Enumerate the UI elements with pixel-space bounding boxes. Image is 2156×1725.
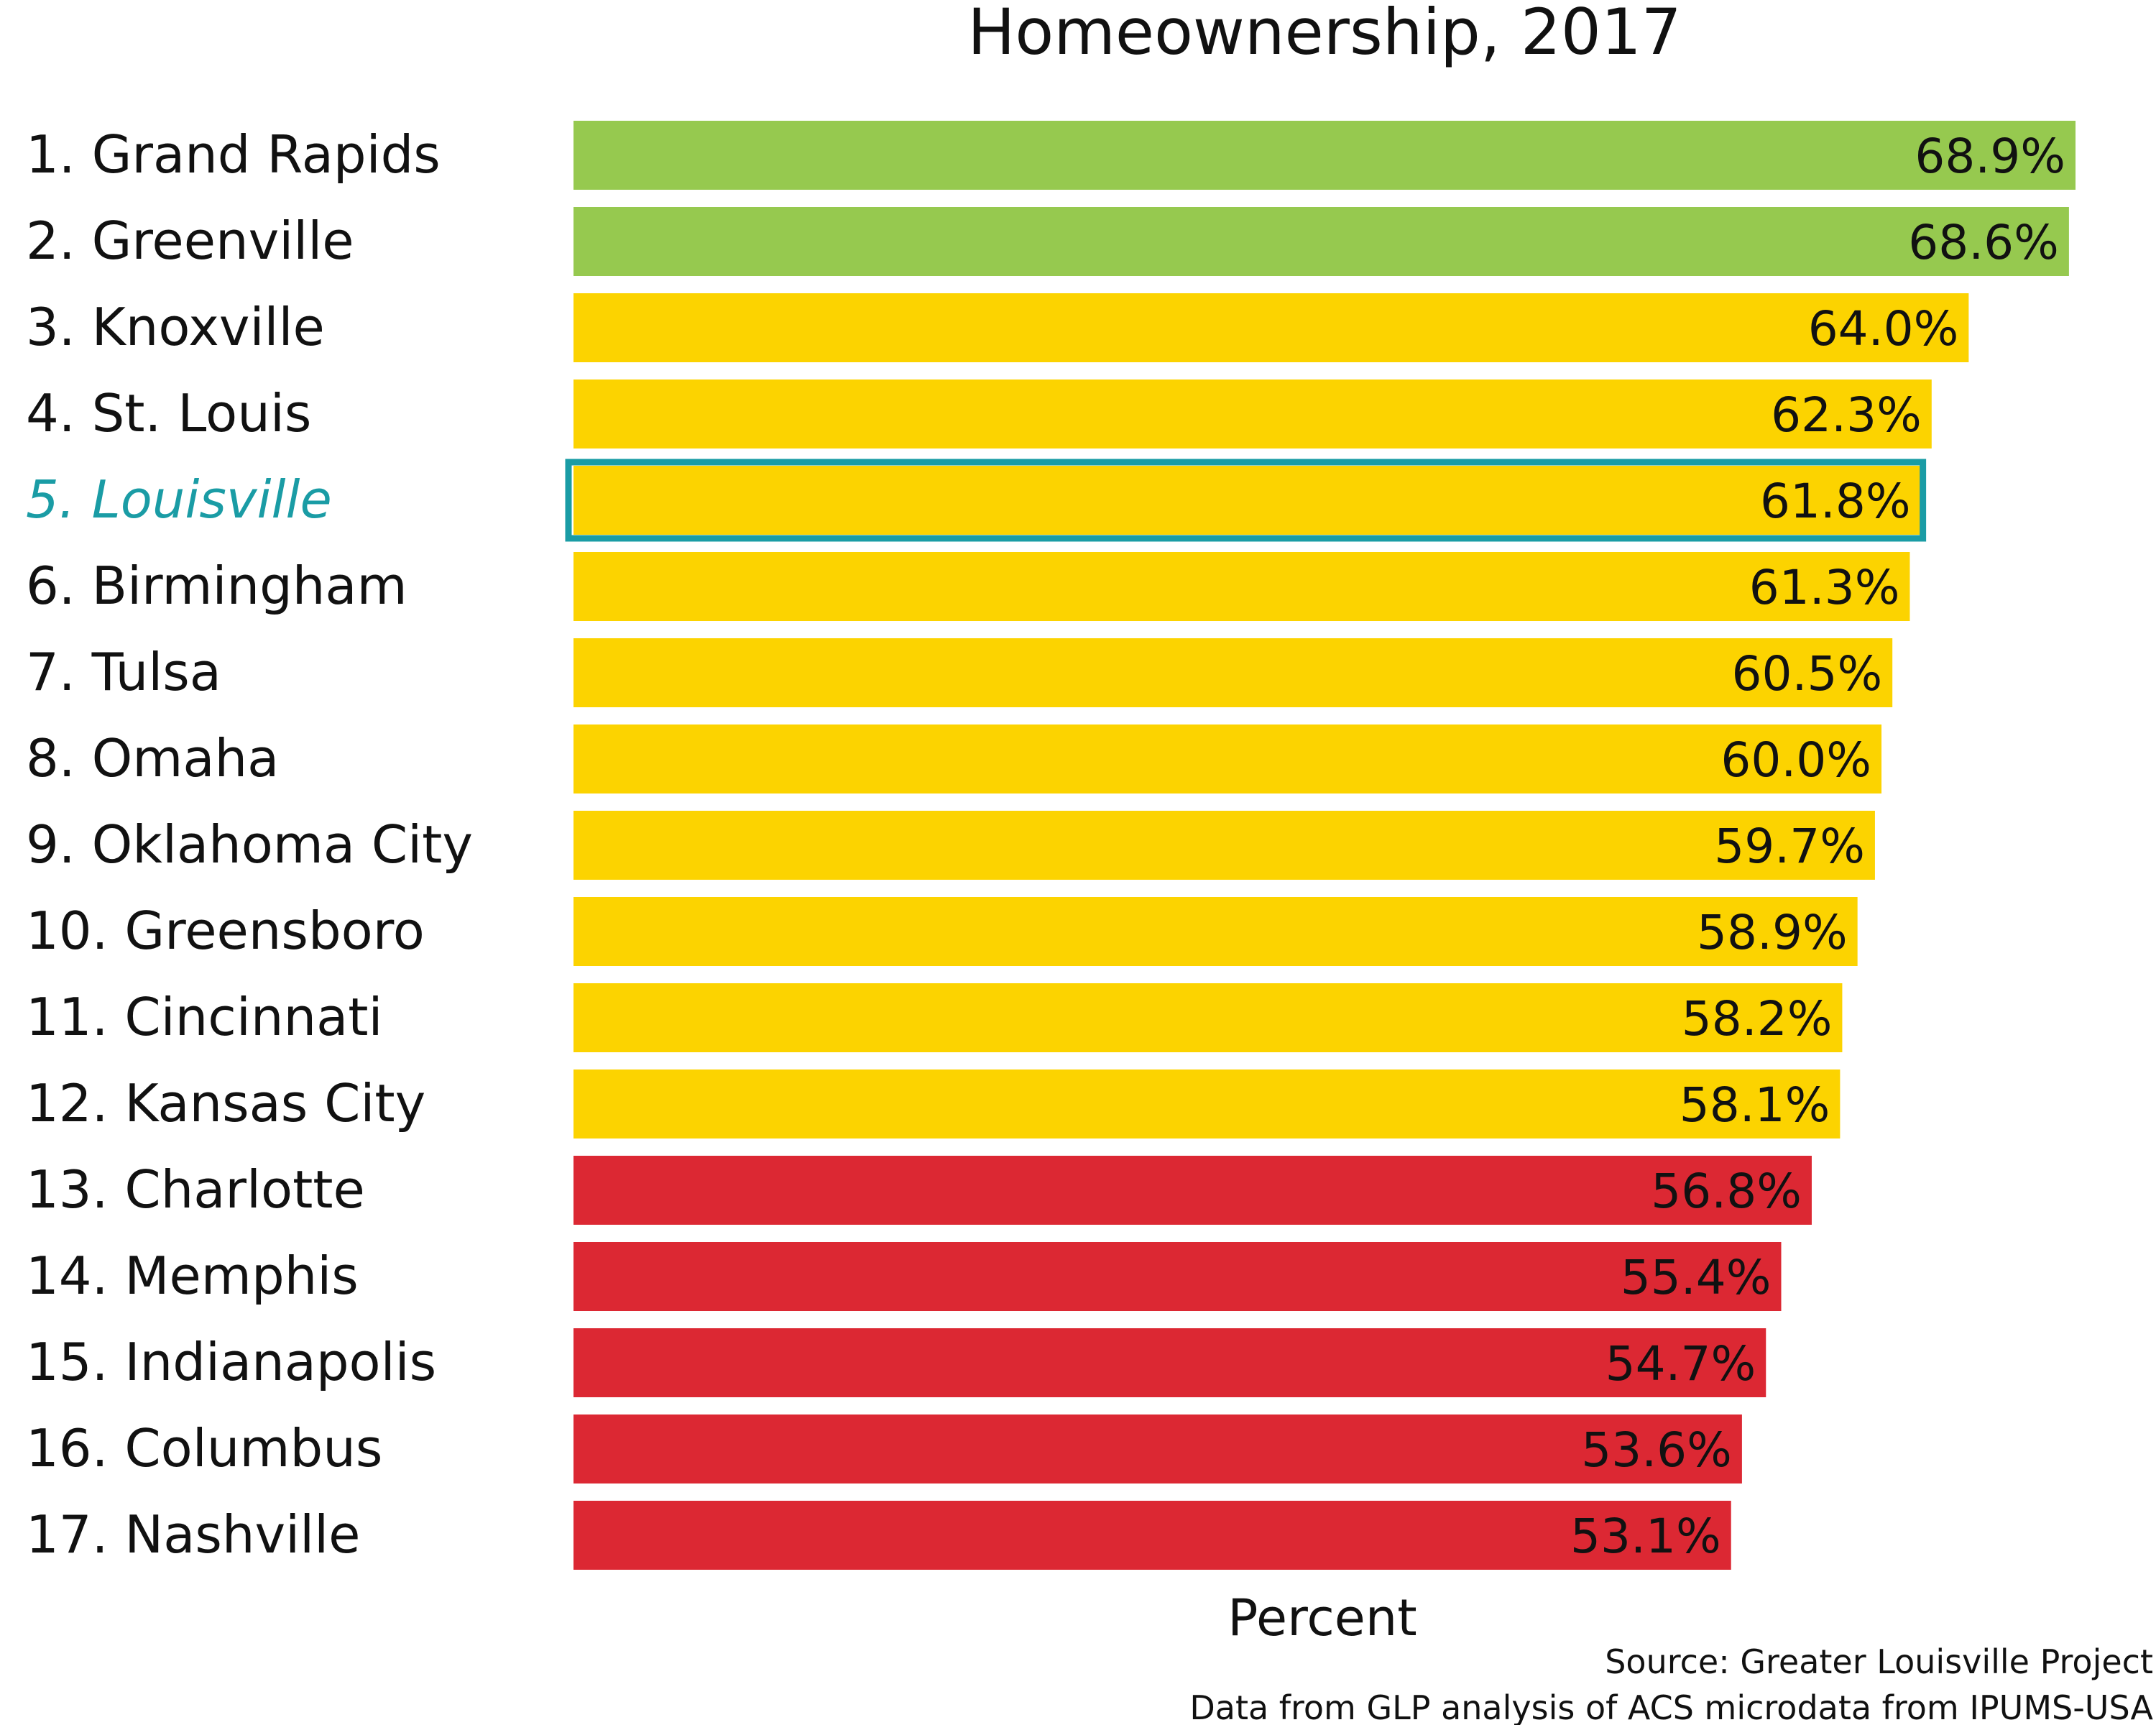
value-label-12: 58.1% bbox=[1680, 1077, 1830, 1133]
chart-title: Homeownership, 2017 bbox=[967, 0, 1682, 69]
category-label-10: 10. Greensboro bbox=[26, 901, 425, 961]
bar-3 bbox=[573, 293, 1969, 362]
value-label-2: 68.6% bbox=[1908, 215, 2059, 270]
data-note: Data from GLP analysis of ACS microdata … bbox=[1189, 1688, 2153, 1725]
category-label-14: 14. Memphis bbox=[26, 1246, 359, 1306]
category-label-7: 7. Tulsa bbox=[26, 642, 221, 702]
bar-9 bbox=[573, 811, 1875, 880]
x-axis-title: Percent bbox=[1227, 1588, 1416, 1647]
bar-17 bbox=[573, 1501, 1731, 1570]
category-label-2: 2. Greenville bbox=[26, 211, 354, 271]
category-label-11: 11. Cincinnati bbox=[26, 987, 383, 1047]
bar-13 bbox=[573, 1156, 1812, 1225]
value-label-11: 58.2% bbox=[1682, 991, 1833, 1046]
category-label-6: 6. Birmingham bbox=[26, 556, 407, 616]
category-label-3: 3. Knoxville bbox=[26, 297, 325, 357]
value-label-6: 61.3% bbox=[1749, 560, 1900, 615]
value-label-4: 62.3% bbox=[1771, 387, 1922, 443]
category-label-9: 9. Oklahoma City bbox=[26, 814, 473, 875]
source-note: Source: Greater Louisville Project bbox=[1605, 1642, 2153, 1681]
bar-8 bbox=[573, 724, 1882, 794]
bar-1 bbox=[573, 121, 2076, 190]
value-label-7: 60.5% bbox=[1732, 646, 1883, 702]
category-label-17: 17. Nashville bbox=[26, 1504, 360, 1565]
bar-2 bbox=[573, 207, 2069, 276]
value-label-1: 68.9% bbox=[1915, 129, 2065, 184]
category-label-12: 12. Kansas City bbox=[26, 1073, 425, 1133]
value-label-14: 55.4% bbox=[1621, 1250, 1772, 1305]
value-label-3: 64.0% bbox=[1808, 301, 1959, 356]
bar-6 bbox=[573, 552, 1910, 621]
category-label-4: 4. St. Louis bbox=[26, 383, 311, 443]
bar-10 bbox=[573, 897, 1858, 966]
value-label-5: 61.8% bbox=[1760, 474, 1911, 529]
value-label-10: 58.9% bbox=[1697, 905, 1848, 960]
category-label-16: 16. Columbus bbox=[26, 1418, 382, 1478]
bar-14 bbox=[573, 1242, 1782, 1311]
category-label-1: 1. Grand Rapids bbox=[26, 124, 441, 185]
bar-11 bbox=[573, 983, 1843, 1052]
value-label-9: 59.7% bbox=[1714, 819, 1865, 874]
bar-12 bbox=[573, 1070, 1841, 1138]
value-label-15: 54.7% bbox=[1606, 1336, 1756, 1392]
category-label-8: 8. Omaha bbox=[26, 728, 279, 788]
value-label-17: 53.1% bbox=[1570, 1509, 1721, 1564]
bar-16 bbox=[573, 1414, 1742, 1484]
value-label-8: 60.0% bbox=[1720, 732, 1871, 788]
highlight-outline bbox=[565, 459, 1927, 542]
bar-5 bbox=[573, 466, 1921, 535]
bar-4 bbox=[573, 380, 1932, 448]
category-label-5: 5. Louisville bbox=[26, 469, 332, 530]
bar-15 bbox=[573, 1328, 1766, 1397]
category-label-15: 15. Indianapolis bbox=[26, 1332, 436, 1392]
category-label-13: 13. Charlotte bbox=[26, 1159, 365, 1220]
bars-layer: 1. Grand Rapids 68.9% 2. Greenville 68.6% 3.… bbox=[26, 121, 2076, 1570]
value-label-16: 53.6% bbox=[1581, 1422, 1732, 1478]
bar-7 bbox=[573, 638, 1893, 707]
value-label-13: 56.8% bbox=[1651, 1164, 1802, 1219]
